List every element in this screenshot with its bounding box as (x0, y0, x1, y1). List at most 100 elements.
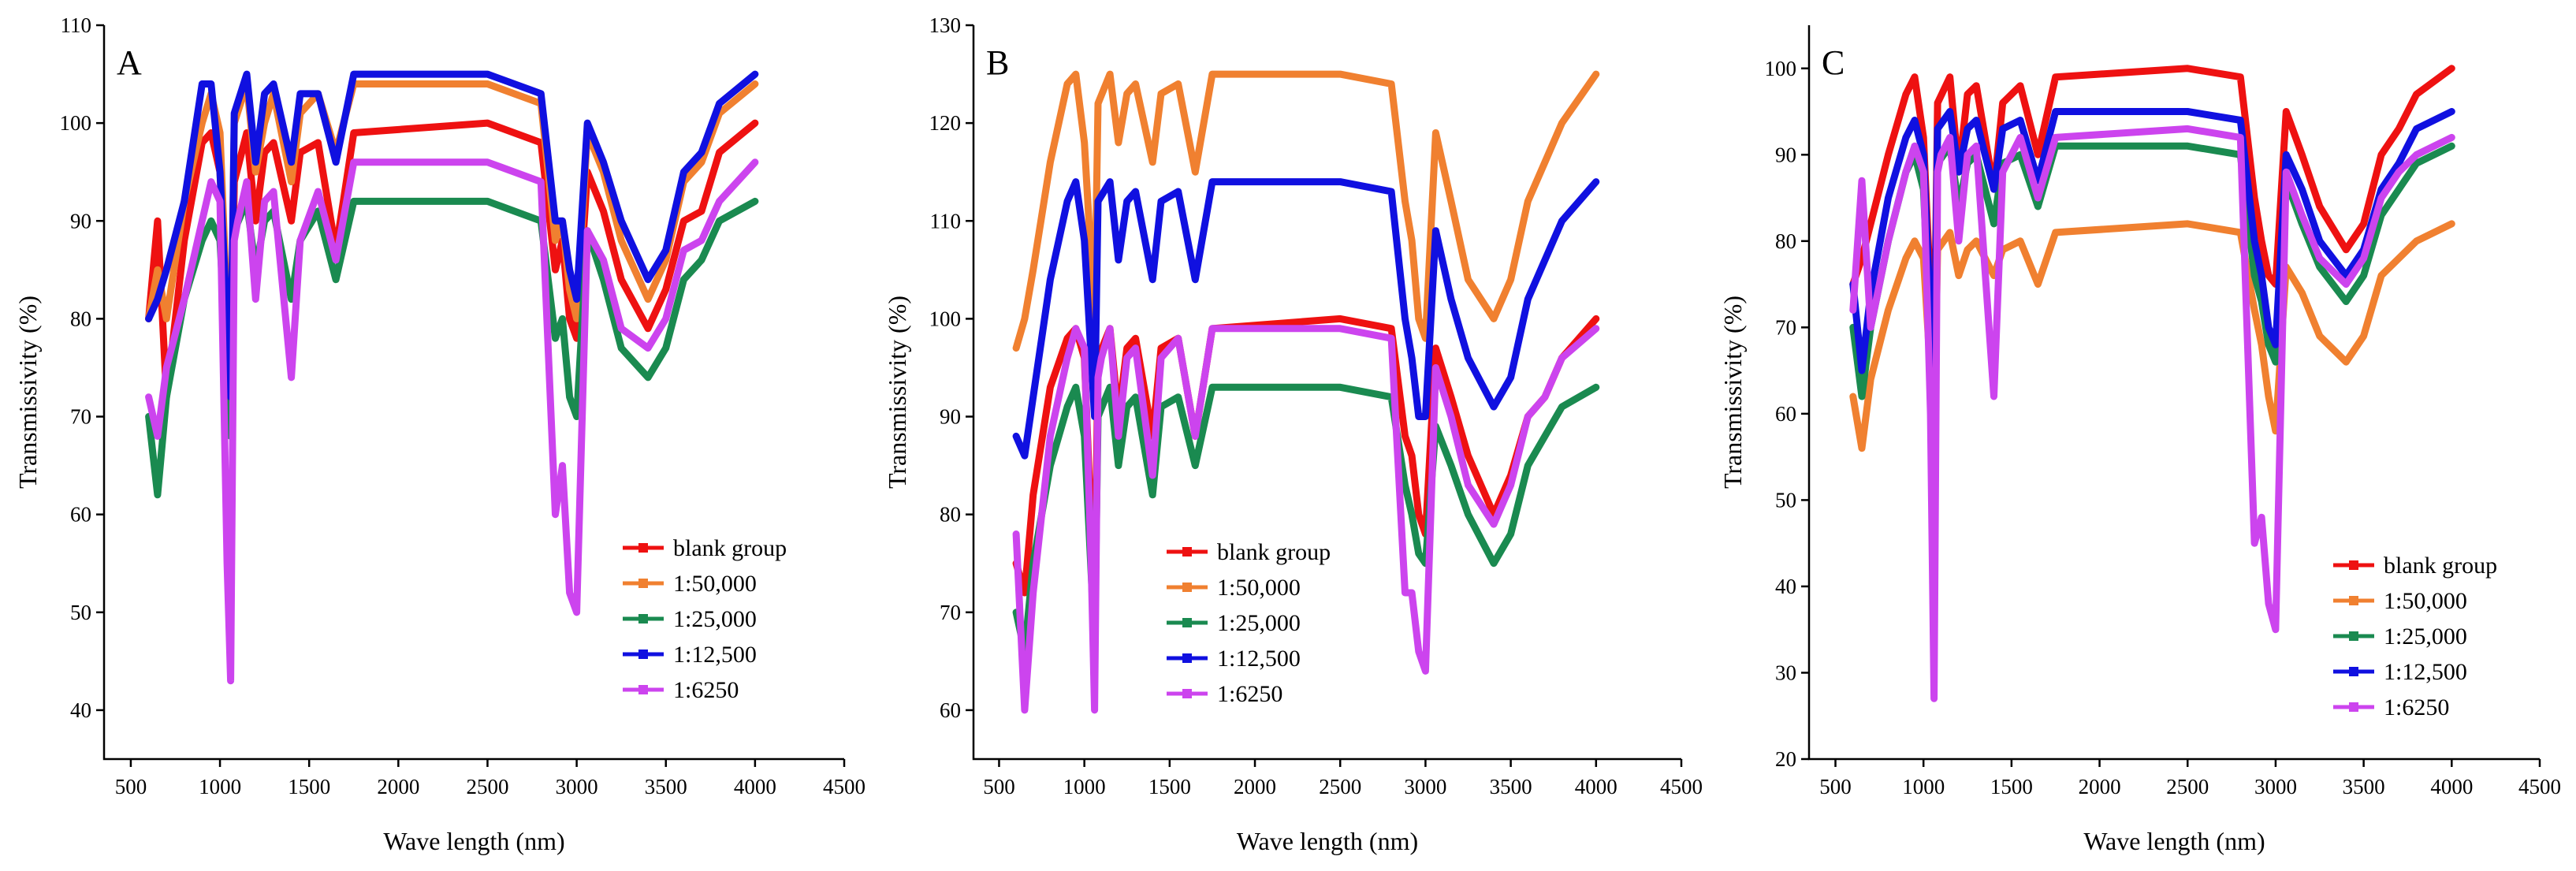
legend-swatch-marker (638, 543, 648, 553)
y-tick-label: 50 (70, 601, 91, 624)
panel-label: C (1822, 43, 1845, 82)
axes-frame (972, 25, 1681, 761)
x-tick-label: 4500 (2518, 775, 2561, 798)
y-tick-label: 100 (1765, 57, 1797, 80)
y-tick-label: 80 (70, 307, 91, 330)
legend-swatch-marker (2349, 596, 2358, 605)
series-line-1-6250 (1849, 125, 2455, 702)
chart-panel-b: 500 1000 1500 2000 2500 3000 3500 4000 4500 60 70 8… (883, 13, 1703, 855)
legend: blank group 1:50,000 1:25,000 1:12,500 1:625… (1167, 539, 1331, 707)
y-tick-label: 50 (1775, 488, 1796, 512)
legend-entry-label: blank group (673, 535, 787, 561)
x-tick-label: 500 (1819, 775, 1852, 798)
x-tick-label: 4000 (1575, 775, 1617, 798)
legend-swatch-marker (638, 685, 648, 694)
legend-swatch-marker (1182, 689, 1192, 698)
x-tick-label: 3500 (645, 775, 687, 798)
legend-entry-label: 1:12,500 (673, 642, 757, 668)
y-tick-label: 90 (1775, 143, 1796, 166)
series-line-1-6250 (145, 158, 759, 685)
series-line-1-12-500 (1012, 178, 1600, 460)
series-line-1-25-000 (1849, 142, 2455, 418)
legend-swatch-marker (2349, 631, 2358, 641)
series-line-1-50-000 (1012, 70, 1600, 352)
legend-swatch-marker (1182, 547, 1192, 556)
x-tick-label: 2000 (377, 775, 419, 798)
x-tick-label: 3500 (1490, 775, 1532, 798)
x-tick-label: 2000 (2079, 775, 2121, 798)
y-tick-label: 100 (60, 111, 92, 135)
y-axis-title: Transmissivity (%) (13, 296, 42, 489)
y-tick-label: 110 (930, 209, 962, 233)
legend-entry-label: 1:6250 (673, 677, 739, 703)
panel-label: A (117, 43, 142, 82)
x-tick-label: 2500 (466, 775, 508, 798)
x-tick-label: 4500 (1660, 775, 1703, 798)
y-tick-label: 40 (70, 698, 91, 722)
y-tick-label: 40 (1775, 575, 1796, 598)
series-line-1-6250 (1012, 325, 1600, 714)
legend-swatch-marker (1182, 653, 1192, 663)
x-axis-title: Wave length (nm) (1237, 827, 1418, 855)
chart-panel-a: 500 1000 1500 2000 2500 3000 3500 4000 4500 40 50 6… (13, 13, 865, 855)
legend-entry-label: 1:12,500 (1217, 646, 1301, 672)
y-tick-label: 110 (61, 13, 92, 37)
x-tick-label: 1000 (1063, 775, 1106, 798)
y-tick-label: 80 (1775, 229, 1796, 253)
x-tick-label: 1500 (1990, 775, 2033, 798)
legend-swatch-marker (2349, 702, 2358, 712)
legend-entry-label: 1:25,000 (1217, 610, 1301, 636)
x-tick-label: 1000 (1902, 775, 1945, 798)
x-tick-label: 4000 (734, 775, 776, 798)
legend-entry-label: 1:12,500 (2384, 659, 2467, 685)
legend-swatch-marker (2349, 560, 2358, 570)
x-tick-label: 500 (115, 775, 147, 798)
x-tick-label: 3000 (1404, 775, 1446, 798)
legend-swatch-marker (1182, 583, 1192, 592)
y-axis-title: Transmissivity (%) (1718, 296, 1747, 489)
x-tick-label: 1500 (288, 775, 330, 798)
y-tick-label: 80 (940, 503, 961, 527)
x-tick-label: 2000 (1234, 775, 1276, 798)
y-tick-label: 90 (70, 209, 91, 233)
series-line-1-50-000 (1849, 220, 2455, 452)
y-tick-label: 70 (1775, 315, 1796, 339)
y-tick-label: 70 (70, 405, 91, 429)
legend: blank group 1:50,000 1:25,000 1:12,500 1:625… (2333, 553, 2497, 720)
x-tick-label: 3000 (556, 775, 598, 798)
legend-entry-label: blank group (2384, 553, 2497, 579)
legend-entry-label: 1:6250 (1217, 681, 1282, 707)
y-axis-title: Transmissivity (%) (883, 296, 911, 489)
legend-entry-label: 1:50,000 (673, 571, 757, 597)
x-tick-label: 3500 (2343, 775, 2385, 798)
y-tick-label: 70 (940, 601, 961, 624)
y-tick-label: 120 (929, 111, 962, 135)
y-tick-label: 60 (940, 698, 961, 722)
series-line-1-25-000 (145, 197, 759, 499)
x-axis-title: Wave length (nm) (2083, 827, 2265, 855)
series-line-blank-group (1849, 65, 2455, 374)
legend-swatch-marker (638, 614, 648, 623)
series-line-1-12-500 (1849, 108, 2455, 400)
x-tick-label: 2500 (1319, 775, 1361, 798)
legend-entry-label: 1:25,000 (2384, 623, 2467, 650)
legend-entry-label: 1:50,000 (1217, 575, 1301, 601)
x-tick-label: 1500 (1148, 775, 1191, 798)
legend-entry-label: 1:25,000 (673, 606, 757, 632)
axes-frame (102, 25, 844, 761)
legend-swatch-marker (1182, 618, 1192, 627)
panel-label: B (986, 43, 1009, 82)
x-tick-label: 4000 (2430, 775, 2473, 798)
y-tick-label: 20 (1775, 747, 1796, 771)
chart-panel-c: 500 1000 1500 2000 2500 3000 3500 4000 4500 20 30 4… (1718, 25, 2561, 855)
y-tick-label: 100 (929, 307, 962, 330)
y-tick-label: 90 (940, 405, 961, 429)
y-tick-label: 130 (929, 13, 962, 37)
series-line-1-12-500 (145, 70, 759, 401)
x-axis-title: Wave length (nm) (383, 827, 564, 855)
x-tick-label: 1000 (199, 775, 241, 798)
x-tick-label: 3000 (2254, 775, 2297, 798)
legend-entry-label: blank group (1217, 539, 1331, 565)
legend-entry-label: 1:50,000 (2384, 588, 2467, 614)
